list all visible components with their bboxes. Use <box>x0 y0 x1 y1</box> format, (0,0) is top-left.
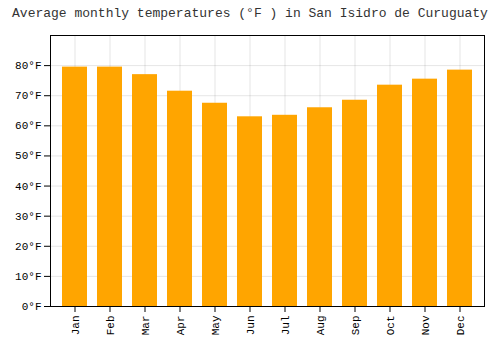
svg-text:Jan: Jan <box>70 316 82 336</box>
svg-text:Sep: Sep <box>350 316 362 336</box>
svg-text:70°F: 70°F <box>15 90 41 102</box>
svg-text:0°F: 0°F <box>22 301 42 313</box>
svg-text:Apr: Apr <box>175 316 187 336</box>
svg-text:Oct: Oct <box>385 316 397 336</box>
svg-text:60°F: 60°F <box>15 120 41 132</box>
svg-text:May: May <box>210 315 222 335</box>
svg-text:80°F: 80°F <box>15 60 41 72</box>
svg-text:40°F: 40°F <box>15 181 41 193</box>
svg-text:30°F: 30°F <box>15 211 41 223</box>
svg-text:Jun: Jun <box>245 316 257 336</box>
svg-text:Aug: Aug <box>315 316 327 336</box>
svg-text:50°F: 50°F <box>15 150 41 162</box>
svg-text:Jul: Jul <box>280 316 292 336</box>
svg-text:Dec: Dec <box>455 316 467 336</box>
svg-text:Nov: Nov <box>420 315 432 335</box>
html-text:Average monthly temperatures (: Average monthly temperatures (°F ) in Sa… <box>12 6 488 21</box>
svg-text:Mar: Mar <box>140 316 152 336</box>
svg-text:10°F: 10°F <box>15 271 41 283</box>
svg-text:Feb: Feb <box>105 316 117 336</box>
svg-text:20°F: 20°F <box>15 241 41 253</box>
